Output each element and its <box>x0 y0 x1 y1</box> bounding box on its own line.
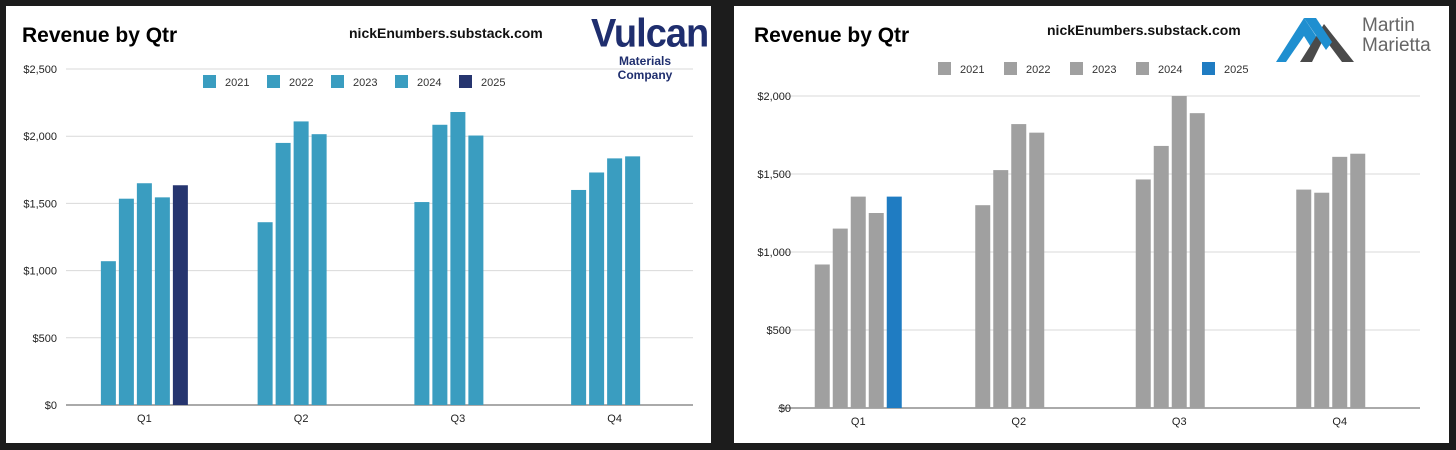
bar-2022-Q1 <box>832 228 848 408</box>
source-label: nickEnumbers.substack.com <box>1047 22 1241 38</box>
logo-word-1: Marietta <box>1362 35 1431 56</box>
y-tick-label: $1,000 <box>23 266 57 278</box>
y-tick-label: $500 <box>767 325 791 337</box>
x-tick-label: Q3 <box>451 413 466 425</box>
chart-panel-martin-marietta: Revenue by Qtr nickEnumbers.substack.com… <box>734 6 1449 443</box>
legend-swatch <box>395 75 408 88</box>
x-tick-label: Q4 <box>1332 416 1347 428</box>
y-tick-label: $2,500 <box>23 64 57 76</box>
legend-label: 2024 <box>417 77 441 89</box>
bar-2021-Q2 <box>257 222 273 405</box>
vulcan-logo: Vulcan Materials Company <box>591 11 709 82</box>
y-tick-label: $0 <box>45 400 57 412</box>
y-tick-label: $1,500 <box>23 198 57 210</box>
legend-label: 2021 <box>225 77 249 89</box>
x-tick-label: Q4 <box>607 413 622 425</box>
bar-2021-Q4 <box>571 189 587 405</box>
legend-label: 2021 <box>960 64 984 76</box>
legend-swatch <box>459 75 472 88</box>
chart-panel-vulcan: Revenue by Qtr nickEnumbers.substack.com… <box>6 6 711 443</box>
x-tick-label: Q1 <box>137 413 152 425</box>
bar-2025-Q1 <box>886 196 902 408</box>
mm-logo-mark <box>1276 18 1354 62</box>
bar-2023-Q2 <box>1011 124 1027 408</box>
martin-marietta-logo: Martin Marietta <box>1274 10 1444 64</box>
legend-swatch <box>331 75 344 88</box>
legend-label: 2023 <box>353 77 377 89</box>
bar-2022-Q2 <box>275 142 291 406</box>
bar-2021-Q4 <box>1296 189 1312 408</box>
bar-2023-Q4 <box>607 158 623 405</box>
bar-2023-Q1 <box>850 196 866 408</box>
chart-title: Revenue by Qtr <box>754 24 910 47</box>
bar-chart-martin-marietta: $0 $500 $1,000 $1,500 $2,000 Q1 Q2 Q3 Q4 2021 2022… <box>757 62 1420 428</box>
x-tick-label: Q3 <box>1172 416 1187 428</box>
source-label: nickEnumbers.substack.com <box>349 25 543 41</box>
y-tick-label: $1,000 <box>757 247 791 259</box>
y-tick-label: $1,500 <box>757 169 791 181</box>
bar-2024-Q1 <box>154 197 170 405</box>
legend-swatch <box>203 75 216 88</box>
bar-2023-Q2 <box>293 121 309 405</box>
bar-2024-Q1 <box>868 213 884 408</box>
bar-2024-Q3 <box>468 135 484 405</box>
bar-2024-Q2 <box>1029 132 1045 408</box>
legend-swatch <box>1202 62 1215 75</box>
x-tick-label: Q1 <box>851 416 866 428</box>
legend-label: 2024 <box>1158 64 1182 76</box>
bar-2022-Q3 <box>1153 145 1169 409</box>
bar-2023-Q3 <box>1171 96 1187 408</box>
legend-swatch <box>1136 62 1149 75</box>
bar-2021-Q2 <box>975 205 991 408</box>
bar-2024-Q2 <box>311 134 327 405</box>
bar-2022-Q4 <box>589 172 605 405</box>
legend-label: 2022 <box>289 77 313 89</box>
logo-word-0: Martin <box>1362 15 1415 36</box>
bar-2022-Q1 <box>118 198 134 405</box>
bar-2023-Q3 <box>450 112 466 406</box>
legend-label: 2025 <box>481 77 505 89</box>
x-tick-label: Q2 <box>1011 416 1026 428</box>
legend-swatch <box>1070 62 1083 75</box>
chart-title: Revenue by Qtr <box>22 24 178 47</box>
bar-2024-Q4 <box>1350 153 1366 408</box>
bar-2023-Q4 <box>1332 156 1348 408</box>
bar-2023-Q1 <box>136 183 152 405</box>
bar-2024-Q3 <box>1189 113 1205 408</box>
bar-2022-Q2 <box>993 170 1009 408</box>
bar-2021-Q3 <box>414 202 430 405</box>
bar-2021-Q1 <box>100 261 116 405</box>
y-tick-label: $2,000 <box>757 91 791 103</box>
legend-label: 2025 <box>1224 64 1248 76</box>
y-tick-label: $2,000 <box>23 131 57 143</box>
logo-wordmark: Vulcan <box>591 11 709 57</box>
bar-2024-Q4 <box>625 156 641 405</box>
y-tick-label: $500 <box>33 333 57 345</box>
bar-chart-vulcan: $0 $500 $1,000 $1,500 $2,000 $2,500 Q1 Q2 Q3 Q4 20… <box>23 64 693 425</box>
legend-swatch <box>1004 62 1017 75</box>
y-tick-label: $0 <box>779 403 791 415</box>
bar-2025-Q1 <box>172 185 188 405</box>
bar-2021-Q1 <box>814 264 830 408</box>
legend-label: 2022 <box>1026 64 1050 76</box>
logo-subtitle: Materials Company <box>617 54 673 82</box>
logo-wordmark: Martin Marietta <box>1362 16 1431 56</box>
legend-swatch <box>938 62 951 75</box>
legend-label: 2023 <box>1092 64 1116 76</box>
bar-2022-Q3 <box>432 124 448 405</box>
x-tick-label: Q2 <box>294 413 309 425</box>
legend-swatch <box>267 75 280 88</box>
bar-2021-Q3 <box>1135 179 1151 408</box>
bar-2022-Q4 <box>1314 192 1330 408</box>
